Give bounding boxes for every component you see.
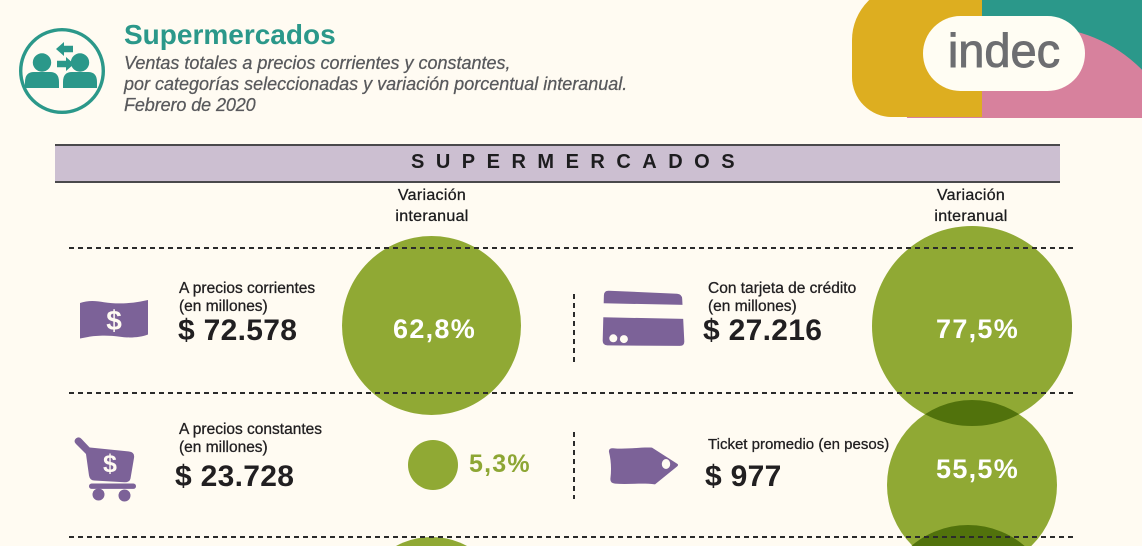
svg-text:$: $	[106, 305, 122, 336]
svg-text:$: $	[103, 450, 117, 478]
